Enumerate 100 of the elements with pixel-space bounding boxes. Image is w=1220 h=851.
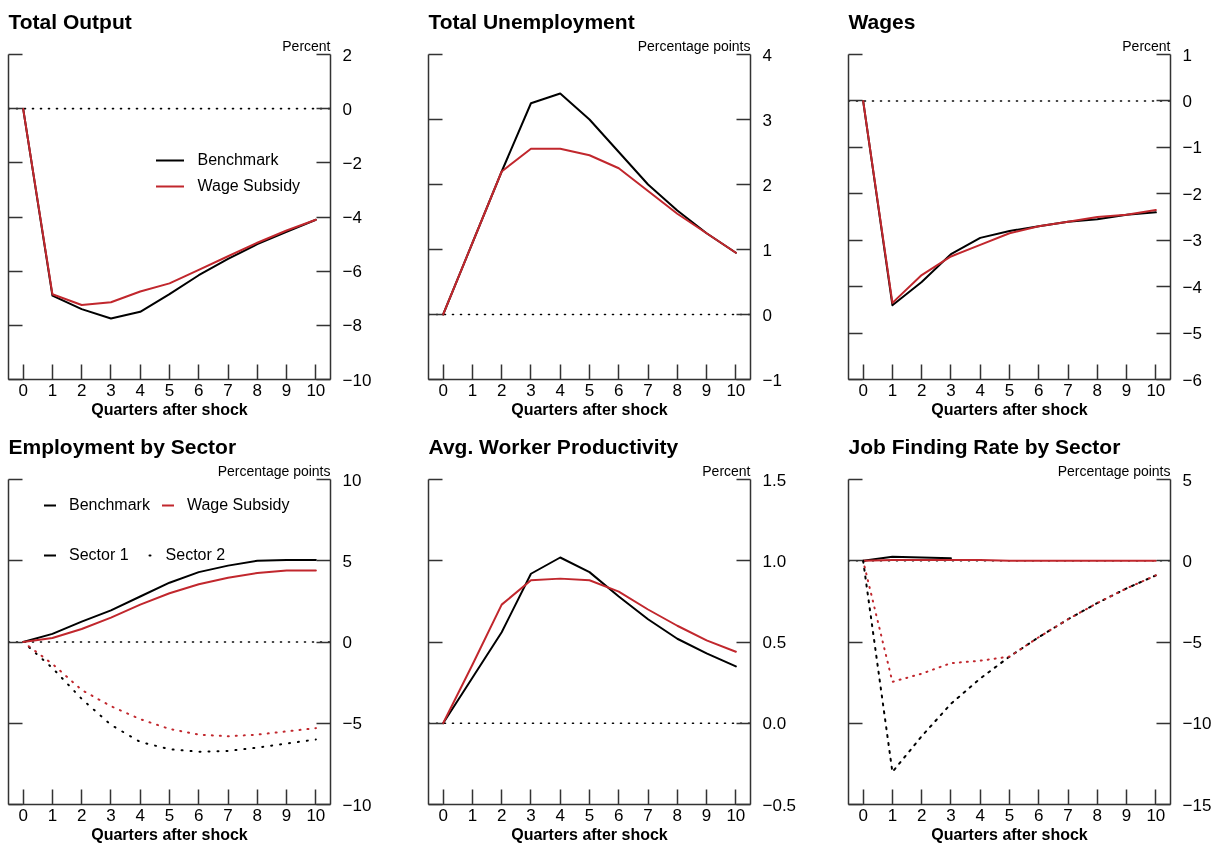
y-axis-title: Percent [1122, 37, 1171, 54]
y-tick-label: 0 [1182, 551, 1192, 571]
y-tick-label: −4 [1182, 277, 1202, 297]
y-tick-label: 1.5 [762, 470, 787, 490]
x-tick-label: 1 [887, 380, 898, 400]
x-tick-label: 8 [1092, 380, 1103, 400]
y-tick-label: 0.0 [762, 714, 787, 734]
x-tick-label: 1 [47, 380, 58, 400]
x-tick-label: 6 [1034, 380, 1044, 400]
x-tick-label: 2 [916, 380, 927, 400]
x-tick-label: 8 [672, 805, 683, 825]
y-tick-label: 0 [342, 633, 352, 652]
y-tick-label: 5 [1182, 470, 1192, 490]
x-tick-label: 2 [496, 380, 507, 400]
x-tick-label: 8 [672, 380, 683, 400]
x-axis-title: Quarters after shock [931, 825, 1088, 843]
y-tick-label: −10 [1182, 714, 1212, 734]
x-tick-label: 0 [438, 805, 448, 825]
x-tick-label: 5 [1004, 805, 1015, 825]
legend-label: Benchmark [69, 495, 150, 515]
y-tick-label: 0.5 [762, 633, 787, 652]
x-tick-label: 8 [252, 805, 263, 825]
x-tick-label: 0 [858, 380, 868, 400]
x-tick-label: 3 [526, 380, 536, 400]
x-tick-label: 9 [701, 380, 712, 400]
x-tick-label: 0 [438, 380, 448, 400]
x-tick-label: 3 [526, 805, 536, 825]
x-tick-label: 5 [1004, 380, 1015, 400]
x-tick-label: 5 [584, 805, 595, 825]
x-tick-label: 5 [164, 380, 175, 400]
y-tick-label: −3 [1182, 231, 1202, 251]
chart-title: Avg. Worker Productivity [428, 434, 679, 458]
y-tick-label: −1 [762, 370, 782, 390]
x-tick-label: 10 [726, 380, 746, 400]
x-tick-label: 9 [1121, 380, 1132, 400]
annotation: Sector 1 [69, 545, 129, 565]
x-tick-label: 7 [1063, 805, 1073, 825]
x-tick-label: 8 [1092, 805, 1103, 825]
y-tick-label: 0 [762, 305, 772, 325]
y-tick-label: −15 [1182, 795, 1212, 815]
x-tick-label: 6 [1034, 805, 1044, 825]
y-tick-label: −6 [1182, 370, 1202, 390]
x-tick-label: 9 [281, 805, 292, 825]
y-tick-label: 10 [342, 470, 362, 490]
x-tick-label: 0 [18, 805, 28, 825]
x-tick-label: 2 [916, 805, 927, 825]
x-tick-label: 7 [1063, 380, 1073, 400]
x-tick-label: 10 [306, 380, 326, 400]
x-tick-label: 4 [975, 380, 985, 400]
x-tick-label: 2 [76, 380, 87, 400]
y-tick-label: 1.0 [762, 551, 787, 571]
y-tick-label: −10 [342, 370, 372, 390]
chart-title: Total Unemployment [428, 9, 635, 33]
legend-label: Wage Subsidy [186, 495, 290, 515]
y-tick-label: −0.5 [762, 795, 797, 815]
x-axis-title: Quarters after shock [91, 825, 248, 843]
x-tick-label: 10 [726, 805, 746, 825]
x-tick-label: 1 [887, 805, 898, 825]
x-tick-label: 1 [47, 805, 58, 825]
x-tick-label: 3 [946, 380, 956, 400]
y-tick-label: −8 [342, 316, 362, 336]
y-tick-label: 0 [1182, 91, 1192, 111]
annotation: Sector 2 [165, 545, 226, 565]
x-tick-label: 1 [467, 380, 478, 400]
x-tick-label: 5 [584, 380, 595, 400]
x-tick-label: 9 [701, 805, 712, 825]
chart-title: Wages [848, 9, 916, 33]
x-tick-label: 8 [252, 380, 263, 400]
x-tick-label: 7 [643, 805, 653, 825]
x-tick-label: 4 [975, 805, 985, 825]
x-tick-label: 0 [858, 805, 868, 825]
y-tick-label: 2 [762, 175, 772, 195]
y-tick-label: −5 [342, 714, 362, 734]
y-tick-label: −1 [1182, 138, 1202, 158]
x-axis-title: Quarters after shock [931, 400, 1088, 418]
y-tick-label: 3 [762, 110, 772, 130]
x-axis-title: Quarters after shock [511, 825, 668, 843]
x-tick-label: 10 [1146, 805, 1166, 825]
y-tick-label: 0 [342, 99, 352, 119]
chart-title: Job Finding Rate by Sector [848, 434, 1121, 458]
y-tick-label: −6 [342, 262, 362, 282]
y-axis-title: Percentage points [217, 462, 331, 479]
y-axis-title: Percent [282, 37, 331, 54]
x-axis-title: Quarters after shock [91, 400, 248, 418]
x-tick-label: 4 [555, 380, 565, 400]
x-tick-label: 7 [643, 380, 653, 400]
x-tick-label: 4 [135, 380, 145, 400]
x-tick-label: 3 [106, 380, 116, 400]
x-tick-label: 6 [614, 805, 624, 825]
x-tick-label: 6 [194, 380, 204, 400]
y-axis-title: Percentage points [637, 37, 751, 54]
y-tick-label: 5 [342, 551, 352, 571]
x-tick-label: 9 [1121, 805, 1132, 825]
chart-title: Total Output [8, 9, 132, 33]
y-tick-label: −5 [1182, 324, 1202, 344]
y-tick-label: 1 [762, 240, 772, 260]
chart-title: Employment by Sector [8, 434, 237, 458]
x-tick-label: 4 [135, 805, 145, 825]
legend-label: Wage Subsidy [197, 175, 301, 196]
x-tick-label: 2 [76, 805, 87, 825]
